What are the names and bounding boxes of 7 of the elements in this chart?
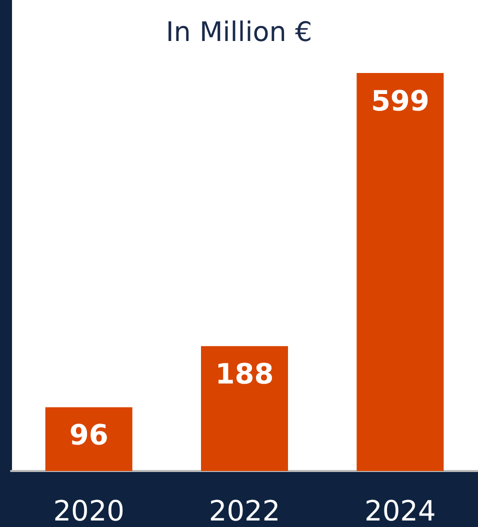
data-label: 188	[215, 358, 274, 391]
x-tick-label: 2022	[208, 494, 280, 527]
x-tick-label: 2024	[364, 494, 436, 527]
data-label: 96	[69, 418, 108, 452]
x-tick-label: 2020	[53, 494, 124, 527]
chart-title: In Million €	[166, 17, 312, 48]
data-label: 599	[370, 84, 430, 118]
